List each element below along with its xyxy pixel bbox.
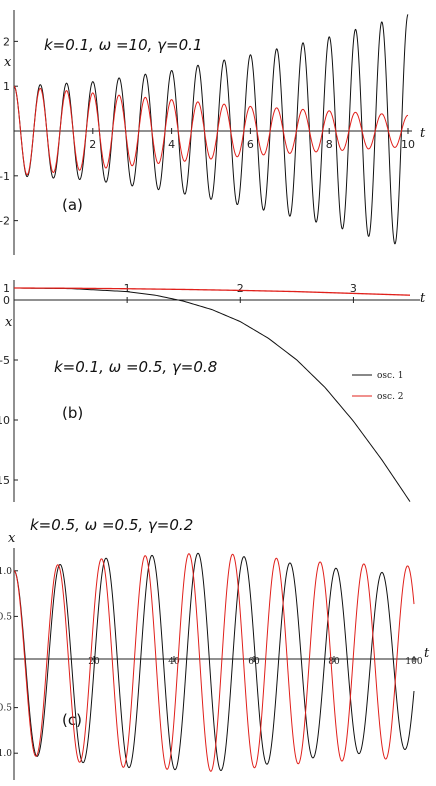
y-tick-label: -2 bbox=[0, 215, 10, 228]
y-tick-label: -1.0 bbox=[0, 749, 12, 759]
panel-b: x t k=0.1, ω =0.5, γ=0.8 (b) 12310-5-10-… bbox=[0, 280, 426, 502]
y-tick-label: 1.0 bbox=[0, 567, 12, 577]
x-tick-label: 60 bbox=[248, 657, 260, 667]
x-tick-label: 40 bbox=[168, 657, 180, 667]
x-tick-label: 3 bbox=[350, 282, 357, 295]
panel-label-b: (b) bbox=[62, 404, 83, 422]
legend-label-osc1: osc. 1 bbox=[377, 371, 404, 381]
series-line-a-black bbox=[13, 14, 409, 245]
series-line-c-black bbox=[13, 552, 415, 771]
panel-label-a: (a) bbox=[62, 196, 83, 214]
ylabel-b: x bbox=[5, 315, 13, 330]
panel-label-c: (c) bbox=[62, 711, 82, 729]
x-tick-label: 8 bbox=[326, 138, 333, 151]
y-tick-label: -1 bbox=[0, 170, 10, 183]
y-tick-label: -10 bbox=[0, 414, 10, 427]
y-tick-label: -0.5 bbox=[0, 704, 12, 714]
xlabel-c: t bbox=[424, 646, 430, 661]
series-line-osc2 bbox=[13, 287, 411, 296]
series-line-a-red bbox=[13, 85, 409, 176]
panel-a: x t k=0.1, ω =10, γ=0.1 (a) 2 4 6 8 10 -2 -1 1 2 bbox=[0, 10, 426, 255]
y-tick-label: -15 bbox=[0, 474, 10, 487]
xlabel-a: t bbox=[420, 126, 426, 141]
y-tick-label: 1 bbox=[3, 282, 10, 295]
x-tick-label: 2 bbox=[89, 138, 96, 151]
ticks-a: 2 4 6 8 10 -2 -1 1 2 bbox=[0, 35, 415, 227]
x-tick-label: 6 bbox=[247, 138, 254, 151]
x-tick-label: 80 bbox=[328, 657, 340, 667]
annotation-a: k=0.1, ω =10, γ=0.1 bbox=[44, 36, 202, 54]
y-tick-label: 1 bbox=[3, 80, 10, 93]
legend-label-osc2: osc. 2 bbox=[377, 392, 404, 402]
annotation-c: k=0.5, ω =0.5, γ=0.2 bbox=[30, 516, 193, 534]
legend-b: osc. 1 osc. 2 bbox=[352, 371, 404, 402]
panel-c: x t k=0.5, ω =0.5, γ=0.2 (c) 20 40 60 80 100… bbox=[0, 516, 430, 780]
y-tick-label: 0 bbox=[3, 294, 10, 307]
y-tick-label: -5 bbox=[0, 354, 10, 367]
x-tick-label: 10 bbox=[401, 138, 415, 151]
y-tick-label: 0.5 bbox=[0, 612, 12, 622]
series-line-osc1 bbox=[13, 287, 411, 502]
ylabel-a: x bbox=[4, 55, 12, 70]
series-line-c-red bbox=[13, 553, 415, 772]
x-tick-label: 2 bbox=[237, 282, 244, 295]
xlabel-b: t bbox=[420, 291, 426, 306]
annotation-b: k=0.1, ω =0.5, γ=0.8 bbox=[54, 358, 217, 376]
y-tick-label: 2 bbox=[3, 35, 10, 48]
x-tick-label: 4 bbox=[168, 138, 175, 151]
x-tick-label: 100 bbox=[405, 657, 422, 667]
ylabel-c: x bbox=[8, 531, 16, 546]
